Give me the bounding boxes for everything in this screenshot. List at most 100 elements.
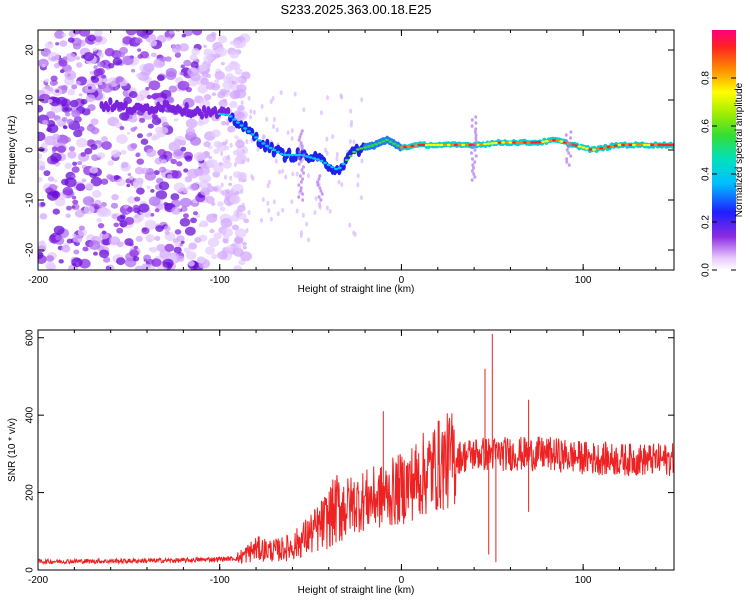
spectrogram-noise-blob <box>126 206 134 213</box>
spectrogram-noise-blob <box>66 238 73 244</box>
spectrogram-noise-blob <box>209 228 215 234</box>
spectrogram-ridge-core <box>450 143 455 147</box>
spectrogram-noise-blob <box>128 176 134 181</box>
spectrogram-noise-blob <box>185 127 196 136</box>
spectrogram-noise-blob <box>114 86 119 90</box>
y-tick-label: 0 <box>25 147 36 153</box>
spectrogram-noise-blob <box>211 83 221 91</box>
spectrogram-noise-blob <box>161 159 167 165</box>
spectrogram-noise-blob <box>111 213 118 219</box>
spectrogram-noise-blob <box>179 71 184 76</box>
spectrogram-noise-blob <box>92 47 98 52</box>
spectrogram-noise-blob <box>183 247 191 253</box>
spectrogram-noise-blob <box>149 212 155 217</box>
spectrogram-noise-blob <box>50 75 58 82</box>
x-tick-label: 0 <box>399 275 405 286</box>
spectrogram-ridge-cell <box>201 105 207 114</box>
spectrogram-noise-blob <box>64 177 77 188</box>
spectrogram-noise-blob <box>147 123 154 129</box>
spectrogram-noise-blob <box>206 185 215 193</box>
spectrogram-noise-blob <box>231 80 236 85</box>
spectrogram-noise-blob <box>97 81 103 86</box>
spectrogram-streak <box>470 169 474 173</box>
spectrogram-ridge-cell <box>105 104 111 113</box>
spectrogram-noise-blob <box>238 115 242 121</box>
spectrogram-ridge-core <box>417 143 422 147</box>
spectrogram-ridge-core <box>370 144 375 147</box>
colorbar-tick-label: 0.6 <box>701 119 712 133</box>
spectrogram-noise-blob <box>159 249 171 259</box>
spectrogram-noise-blob <box>136 187 145 195</box>
spectrogram-noise-blob <box>55 235 62 241</box>
spectrogram-noise-blob <box>269 99 273 105</box>
spectrogram-noise-blob <box>174 135 186 146</box>
spectrogram-noise-blob <box>247 209 251 215</box>
spectrogram-ridge-core <box>533 141 538 144</box>
spectrogram-noise-blob <box>93 65 98 70</box>
spectrogram-noise-blob <box>50 152 62 163</box>
spectrogram-noise-blob <box>58 58 68 67</box>
spectrogram-noise-blob <box>54 163 60 167</box>
spectrogram-noise-blob <box>180 240 185 244</box>
spectrogram-noise-blob <box>151 258 162 267</box>
spectrogram-noise-blob <box>90 144 98 150</box>
spectrogram-noise-blob <box>154 157 163 165</box>
spectrogram-noise-blob <box>360 97 364 103</box>
spectrogram-noise-blob <box>107 160 114 166</box>
spectrogram-ridge-core <box>599 147 604 150</box>
spectrogram-noise-blob <box>134 196 141 202</box>
spectrogram-noise-blob <box>127 196 137 204</box>
spectrogram-noise-blob <box>91 76 100 83</box>
spectrogram-noise-blob <box>183 189 188 194</box>
spectrogram-noise-blob <box>46 111 56 119</box>
spectrogram-noise-blob <box>184 155 193 162</box>
spectrogram-ridge-core <box>341 162 346 166</box>
spectrogram-ridge-core <box>388 140 393 144</box>
spectrogram-noise-blob <box>220 151 224 157</box>
spectrogram-streak <box>474 121 478 125</box>
spectrogram-noise-blob <box>178 43 189 52</box>
spectrogram-noise-blob <box>192 211 199 216</box>
spectrogram-noise-blob <box>71 84 78 90</box>
spectrogram-noise-blob <box>97 61 104 68</box>
spectrogram-noise-blob <box>204 222 209 227</box>
spectrogram-noise-blob <box>295 208 299 214</box>
spectrogram-noise-blob <box>234 190 240 196</box>
spectrogram-noise-blob <box>98 249 110 259</box>
spectrogram-noise-blob <box>99 231 109 240</box>
spectrogram-streak <box>474 115 478 119</box>
spectrogram-noise-blob <box>100 201 107 208</box>
spectrogram-noise-blob <box>208 156 213 160</box>
spectrogram-noise-blob <box>307 237 311 243</box>
spectrogram-streak <box>302 153 306 157</box>
snr-background <box>38 330 674 570</box>
spectrogram-noise-blob <box>180 64 186 69</box>
spectrogram-noise-blob <box>281 168 285 174</box>
spectrogram-noise-blob <box>38 131 46 142</box>
spectrogram-noise-blob <box>198 63 208 72</box>
spectrogram-noise-blob <box>337 179 341 185</box>
spectrogram-noise-blob <box>115 75 124 83</box>
spectrogram-noise-blob <box>233 40 243 49</box>
spectrogram-noise-blob <box>171 44 178 49</box>
spectrogram-noise-blob <box>221 190 225 196</box>
spectrogram-noise-blob <box>113 175 120 180</box>
spectrogram-noise-blob <box>170 158 177 165</box>
spectrogram-streak <box>299 189 303 193</box>
x-tick-label: 0 <box>399 575 405 586</box>
spectrogram-noise-blob <box>172 149 185 160</box>
spectrogram-ridge-core <box>628 143 633 147</box>
spectrogram-ridge-core <box>610 145 615 148</box>
spectrogram-streak <box>473 130 477 134</box>
spectrogram-noise-blob <box>58 259 64 264</box>
x-tick-label: 100 <box>575 275 592 286</box>
spectrogram-noise-blob <box>247 95 251 101</box>
spectrogram-noise-blob <box>217 201 224 207</box>
spectrogram-noise-blob <box>206 213 218 223</box>
spectrogram-ridge-core <box>537 141 542 144</box>
spectrogram-noise-blob <box>229 101 238 109</box>
spectrogram-noise-blob <box>229 194 241 205</box>
spectrogram-noise-blob <box>80 98 88 105</box>
